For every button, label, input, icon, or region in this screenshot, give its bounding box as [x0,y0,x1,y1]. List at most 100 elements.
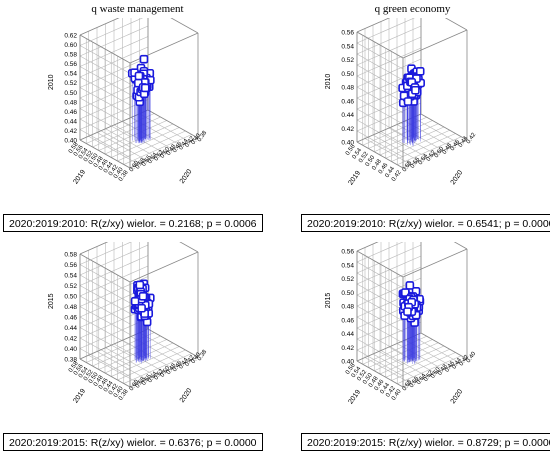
floor-gridline [92,335,161,367]
x-tick-label: 0.50 [160,146,172,160]
x-tick-label: 0.40 [466,351,478,365]
x-tick-label: 0.42 [184,135,196,149]
y-axis-label: 2019 [72,388,87,405]
z-tick-label: 0.54 [341,43,354,50]
z-tick-label: 0.42 [64,128,77,135]
x-tick-label: 0.58 [135,157,147,171]
x-tick-label: 0.42 [459,354,471,368]
x-tick-label: 0.56 [141,154,153,168]
box-edge [356,242,379,252]
y-tick-label: 0.46 [98,158,110,172]
z-tick-label: 0.42 [64,336,77,343]
data-point [415,67,425,76]
z-tick-label: 0.52 [341,276,354,283]
x-tick-label: 0.44 [452,357,464,371]
z-tick-label: 0.52 [341,57,354,64]
x-tick-label: 0.52 [423,369,435,383]
z-tick-label: 0.54 [64,273,77,280]
box-edge [420,332,468,360]
box-edge [79,242,109,255]
data-point [140,83,150,93]
x-tick-label: 0.50 [434,146,446,160]
y-tick-label: 0.40 [391,388,403,402]
x-tick-label: 0.54 [416,372,428,386]
z-tick-label: 0.50 [64,90,77,97]
x-tick-label: 0.50 [430,366,442,380]
x-tick-label: 0.50 [160,365,172,379]
box-edge [444,18,468,31]
y-tick-label: 0.52 [357,369,369,383]
y-tick-label: 0.48 [93,374,105,388]
y-tick-label: 0.50 [362,372,374,386]
box-edge [356,31,404,59]
data-point [403,307,412,316]
y-tick-label: 0.50 [88,152,100,166]
chart-title-green: q green economy [374,3,451,15]
z-tick-label: 0.56 [341,30,354,37]
x-tick-label: 0.60 [129,160,141,174]
box-edge [79,253,131,283]
z-tick-label: 0.44 [341,112,354,119]
y-tick-label: 0.50 [88,371,100,385]
y-tick-label: 0.48 [368,375,380,389]
y-tick-label: 0.56 [345,362,357,376]
y-tick-label: 0.56 [345,143,357,157]
scatter3d-plot: 0.580.560.540.520.500.480.460.440.420.40… [48,242,209,405]
x-tick-label: 0.56 [410,156,422,170]
x-tick-label: 0.40 [191,351,203,365]
y-tick-label: 0.42 [108,383,120,397]
y-tick-label: 0.42 [385,385,397,399]
data-point [405,281,415,290]
y-axis-label: 2019 [347,389,362,406]
floor-gridline [139,113,190,143]
data-point [139,54,149,64]
z-tick-label: 0.42 [341,345,354,352]
x-tick-label: 0.54 [418,153,430,167]
y-tick-label: 0.52 [83,150,95,164]
z-tick-label: 0.40 [341,140,354,147]
z-tick-label: 0.54 [64,71,77,78]
data-point [137,303,146,313]
floor-gridline [374,342,439,372]
scatter3d-panel-green-2010: 0.56 0.54 0.52 0.50 0.48 0.46 0.44 0.42 0.40 2010… [275,18,550,225]
z-axis-label: 2010 [48,74,55,90]
y-tick-label: 0.42 [108,164,120,178]
scatter3d-panel-green-2015: 0.56 0.54 0.52 0.50 0.48 0.46 0.44 0.42 0.40 2015… [275,242,550,449]
box-edge [356,18,390,33]
x-tick-label: 0.38 [197,349,209,363]
scatter3d-panel-waste-2015: 0.58 0.56 0.54 0.52 0.50 0.48 0.46 0.44 0.42 0.40… [0,242,275,449]
scatter3d-plot: 0.560.540.520.500.480.460.440.420.402015… [325,242,478,406]
floor-gridline [130,336,182,365]
box-edge [147,109,199,139]
floor-gridline [98,339,167,370]
y-tick-label: 0.58 [68,141,80,155]
y-tick-label: 0.52 [358,151,370,165]
x-tick-label: 0.42 [466,132,478,146]
x-tick-label: 0.48 [437,363,449,377]
x-tick-label: 0.52 [153,149,165,163]
x-tick-label: 0.46 [450,139,462,153]
x-tick-label: 0.52 [153,368,165,382]
y-tick-label: 0.54 [351,365,363,379]
z-tick-label: 0.58 [64,252,77,259]
y-tick-label: 0.52 [83,369,95,383]
box-edge [170,18,199,34]
x-tick-label: 0.58 [402,379,414,393]
x-tick-label: 0.58 [402,160,414,174]
x-tick-label: 0.54 [147,151,159,165]
z-tick-label: 0.56 [64,61,77,68]
x-tick-label: 0.46 [172,141,184,155]
z-tick-label: 0.48 [64,99,77,106]
z-tick-label: 0.60 [64,42,77,49]
x-tick-label: 0.56 [409,375,421,389]
x-tick-label: 0.42 [184,354,196,368]
z-tick-label: 0.56 [341,249,354,256]
z-tick-label: 0.48 [341,304,354,311]
x-axis-label: 2020 [450,388,465,405]
box-edge [402,248,468,278]
scatter3d-plot: 0.560.540.520.500.480.460.440.420.402010… [325,18,478,187]
y-tick-label: 0.40 [113,385,125,399]
z-tick-label: 0.44 [64,118,77,125]
box-edge [129,251,199,283]
x-tick-label: 0.58 [135,376,147,390]
